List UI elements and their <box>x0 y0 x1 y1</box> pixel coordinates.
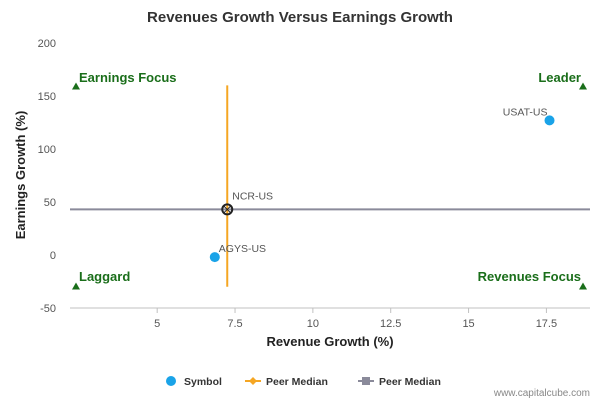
quadrant-marker-icon <box>579 82 587 90</box>
credit-text: www.capitalcube.com <box>493 388 590 399</box>
legend-label: Peer Median <box>379 376 441 388</box>
y-tick-label: 50 <box>44 197 56 209</box>
y-axis-title: Earnings Growth (%) <box>13 111 28 240</box>
quadrant-label: Laggard <box>79 269 130 284</box>
legend-symbol-icon <box>166 376 176 386</box>
quadrant-marker-icon <box>72 282 80 290</box>
y-tick-label: 200 <box>38 38 56 50</box>
quadrant-marker-icon <box>579 282 587 290</box>
data-point <box>209 252 220 263</box>
legend-label: Peer Median <box>266 376 328 388</box>
legend: Symbol Peer Median Peer Median <box>166 376 441 388</box>
data-point-label: USAT-US <box>503 106 548 118</box>
x-tick-label: 12.5 <box>380 318 401 330</box>
quadrant-marker-icon <box>72 82 80 90</box>
x-tick-label: 5 <box>154 318 160 330</box>
legend-square-icon <box>362 377 370 385</box>
data-point-highlight <box>221 203 234 216</box>
y-tick-label: -50 <box>40 303 56 315</box>
quadrant-label: Revenues Focus <box>478 269 581 284</box>
chart-title: Revenues Growth Versus Earnings Growth <box>147 9 453 26</box>
x-tick-label: 10 <box>307 318 319 330</box>
y-tick-label: 0 <box>50 250 56 262</box>
x-tick-label: 15 <box>462 318 474 330</box>
data-point-label: AGYS-US <box>219 243 266 255</box>
x-axis-title: Revenue Growth (%) <box>266 334 393 349</box>
data-point-cross <box>223 205 232 214</box>
data-point-label: NCR-US <box>232 190 273 202</box>
y-tick-label: 100 <box>38 144 56 156</box>
plot-area: 5 7.5 10 12.5 15 17.5 -50 0 50 100 150 200 Earnings … <box>38 38 590 330</box>
x-tick-label: 17.5 <box>536 318 557 330</box>
quadrant-label: Earnings Focus <box>79 70 177 85</box>
legend-diamond-icon <box>249 377 257 385</box>
data-point <box>544 115 555 126</box>
x-tick-label: 7.5 <box>227 318 242 330</box>
y-tick-label: 150 <box>38 91 56 103</box>
quadrant-label: Leader <box>538 70 581 85</box>
legend-label: Symbol <box>184 376 222 388</box>
